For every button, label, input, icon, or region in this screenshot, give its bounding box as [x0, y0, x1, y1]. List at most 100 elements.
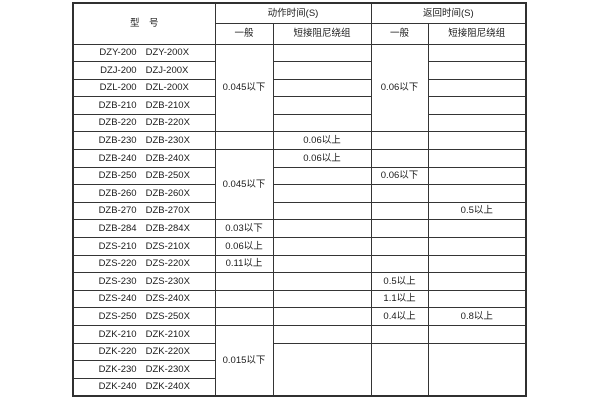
ret-general-cell	[370, 184, 429, 203]
table-row: DZY-200 DZY-200X 0.045以下 0.06以下	[72, 43, 527, 133]
model-cell: DZB-230 DZB-230X	[72, 131, 216, 151]
act-general-cell: 0.015以下	[214, 324, 274, 397]
ret-damped-cell	[427, 149, 527, 168]
table-row: DZS-230 DZS-230X 0.5以上	[72, 272, 527, 291]
model-number: DZB-284X	[145, 222, 190, 234]
model-number: DZB-260X	[145, 187, 190, 199]
model-number: DZS-220	[98, 258, 137, 270]
act-damped-cell	[272, 61, 372, 80]
model-number: DZJ-200	[100, 64, 137, 76]
model-number-pair: DZB-240 DZB-240X	[74, 152, 214, 164]
model-cell: DZK-230 DZK-230X	[72, 360, 216, 379]
ret-damped-cell	[427, 289, 527, 309]
model-cell: DZL-200 DZL-200X	[72, 78, 216, 98]
model-number: DZS-250X	[145, 310, 190, 322]
act-general-cell: 0.045以下	[214, 149, 274, 221]
model-number-pair: DZS-220 DZS-220X	[74, 258, 214, 270]
model-number-pair: DZK-230 DZK-230X	[74, 365, 214, 375]
model-number: DZK-210X	[145, 328, 190, 340]
model-number-pair: DZK-240 DZK-240X	[74, 381, 214, 393]
header-model: 型 号	[72, 2, 216, 45]
table-row: DZS-220 DZS-220X 0.11以上	[72, 254, 527, 274]
model-number: DZK-220	[98, 346, 137, 358]
act-damped-cell	[272, 43, 372, 63]
act-general-cell	[214, 289, 274, 309]
model-number-pair: DZB-250 DZB-250X	[74, 170, 214, 182]
model-number: DZS-240	[98, 293, 137, 305]
table-row: DZJ-200 DZJ-200X	[72, 61, 527, 80]
model-number: DZB-270	[98, 205, 137, 217]
model-number: DZS-250	[98, 310, 137, 322]
act-damped-cell	[272, 325, 372, 344]
ret-general-cell	[370, 149, 429, 168]
table-row: DZL-200 DZL-200X	[72, 78, 527, 98]
act-general-cell: 0.11以上	[214, 254, 274, 274]
act-general-cell	[214, 307, 274, 326]
model-number: DZS-220X	[145, 258, 190, 270]
ret-general-cell	[370, 254, 429, 274]
act-general-cell	[214, 131, 274, 151]
model-number-pair: DZS-230 DZS-230X	[74, 277, 214, 287]
model-number-pair: DZK-210 DZK-210X	[74, 328, 214, 340]
act-general-cell	[214, 272, 274, 291]
table-row: DZB-240 DZB-240X 0.045以下 0.06以上	[72, 149, 527, 221]
model-cell: DZS-210 DZS-210X	[72, 237, 216, 256]
ret-general-cell	[370, 342, 429, 397]
ret-damped-cell: 0.5以上	[427, 201, 527, 221]
ret-general-cell	[370, 325, 429, 344]
act-general-cell: 0.06以上	[214, 237, 274, 256]
act-damped-cell	[272, 113, 372, 133]
act-damped-cell	[272, 237, 372, 256]
table-row: DZB-284 DZB-284X 0.03以下	[72, 219, 527, 239]
spec-table-container: 型 号 动作时间(S) 返回时间(S) 一般 短接阻尼绕组 一般 短接阻尼绕组 …	[72, 2, 528, 397]
model-number-pair: DZB-210 DZB-210X	[74, 101, 214, 111]
act-damped-cell	[272, 342, 372, 397]
ret-damped-cell	[427, 113, 527, 133]
model-number: DZS-210X	[145, 240, 190, 252]
ret-damped-cell	[427, 96, 527, 115]
table-row: DZB-210 DZB-210X	[72, 96, 527, 115]
model-cell: DZB-260 DZB-260X	[72, 184, 216, 203]
model-number: DZB-240	[98, 152, 137, 164]
ret-damped-cell: 0.8以上	[427, 307, 527, 326]
act-general-cell: 0.045以下	[214, 43, 274, 133]
model-number: DZB-250X	[145, 170, 190, 182]
model-number: DZB-220X	[145, 117, 190, 129]
ret-damped-cell	[427, 131, 527, 151]
model-number: DZB-230X	[145, 135, 190, 147]
ret-general-cell	[370, 219, 429, 239]
model-number-pair: DZJ-200 DZJ-200X	[74, 64, 214, 76]
table-row: DZB-250 DZB-250X 0.06以下	[72, 166, 527, 186]
ret-damped-cell	[427, 237, 527, 256]
model-number: DZB-220	[98, 117, 137, 129]
table-row: DZK-210 DZK-210X 0.015以下	[72, 324, 527, 397]
model-cell: DZB-270 DZB-270X	[72, 201, 216, 221]
ret-damped-cell	[427, 254, 527, 274]
act-damped-cell	[272, 184, 372, 203]
table-row: DZS-240 DZS-240X 1.1以上	[72, 289, 527, 309]
model-number: DZB-240X	[145, 152, 190, 164]
model-number: DZK-210	[98, 328, 137, 340]
table-row: DZB-270 DZB-270X 0.5以上	[72, 201, 527, 221]
model-number-pair: DZL-200 DZL-200X	[74, 83, 214, 93]
ret-damped-cell	[427, 219, 527, 239]
table-header: 型 号 动作时间(S) 返回时间(S) 一般 短接阻尼绕组 一般 短接阻尼绕组	[72, 2, 527, 45]
model-cell: DZB-284 DZB-284X	[72, 219, 216, 239]
model-number: DZK-240X	[145, 381, 190, 393]
ret-damped-cell	[427, 325, 527, 344]
header-return-damped-winding: 短接阻尼绕组	[427, 23, 527, 45]
act-damped-cell	[272, 289, 372, 309]
ret-damped-cell	[427, 78, 527, 98]
relay-spec-table: 型 号 动作时间(S) 返回时间(S) 一般 短接阻尼绕组 一般 短接阻尼绕组 …	[72, 2, 528, 397]
ret-damped-cell	[427, 166, 527, 186]
act-damped-cell	[272, 166, 372, 186]
act-damped-cell	[272, 219, 372, 239]
header-action-time: 动作时间(S)	[214, 2, 372, 24]
table-row: DZB-230 DZB-230X 0.06以上	[72, 131, 527, 151]
table-row: DZK-220 DZK-220X	[72, 342, 527, 397]
model-cell: DZS-240 DZS-240X	[72, 289, 216, 309]
header-row-subcolumns: 一般 短接阻尼绕组 一般 短接阻尼绕组	[73, 23, 527, 45]
header-action-general: 一般	[214, 23, 274, 45]
act-damped-cell: 0.06以上	[272, 149, 372, 168]
header-return-time: 返回时间(S)	[370, 2, 527, 24]
